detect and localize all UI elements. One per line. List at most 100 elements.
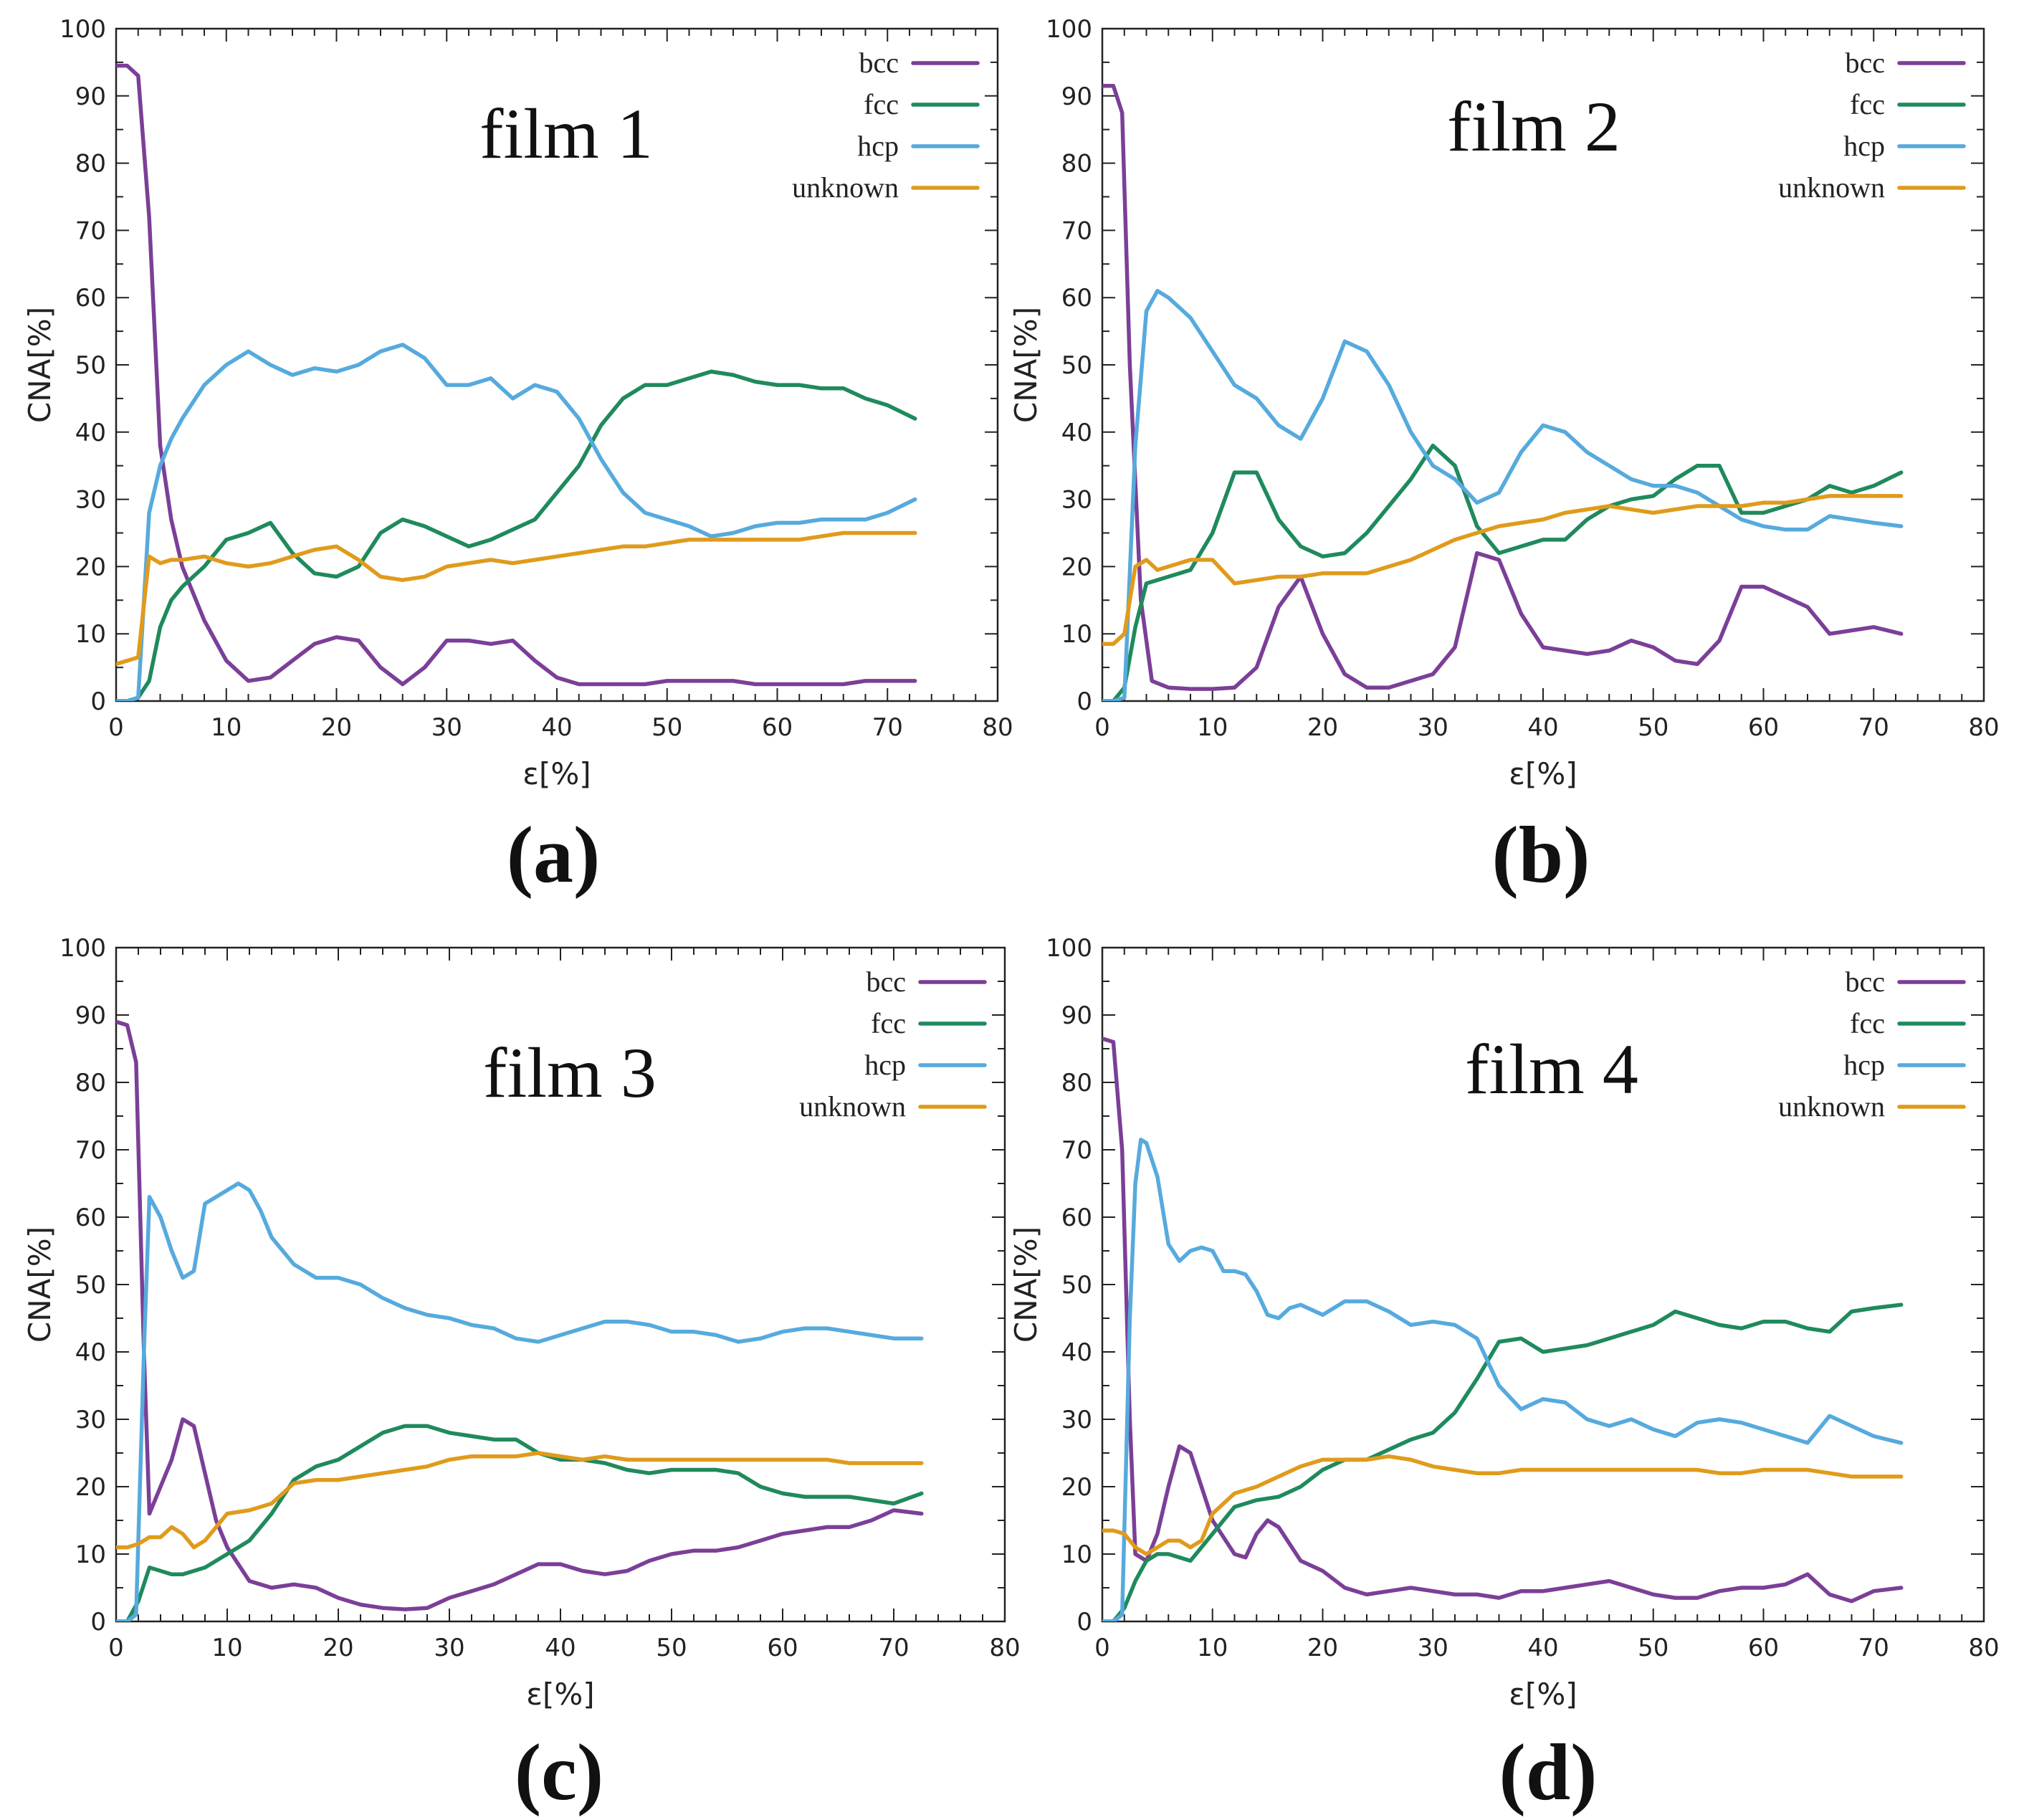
x-tick-label: 70 [1858,1634,1889,1662]
y-tick-label: 60 [75,1204,106,1232]
y-axis-title: CNA[%] [22,1226,57,1343]
legend-label-hcp: hcp [1843,130,1885,162]
y-tick-label: 0 [1076,687,1092,716]
series-line-fcc [116,1424,924,1621]
chart-panel-4: 0 10 20 30 40 50 60 70 80 0 10 20 30 40 50 60 70 80 90 100 ε… [1008,934,2000,1817]
x-tick-label: 50 [1638,713,1668,742]
series-line-hcp [116,343,917,701]
y-tick-label: 60 [75,284,106,313]
x-tick-label: 10 [211,1634,242,1662]
x-tick-label: 0 [108,713,124,742]
series-line-bcc [1102,1037,1904,1604]
series-line-unknown [1102,1454,1904,1556]
y-axis-title: CNA[%] [22,307,57,423]
series-line-bcc [1102,83,1904,691]
legend-label-hcp: hcp [1843,1049,1885,1081]
y-tick-label: 50 [1061,1271,1092,1300]
series-line-hcp [116,1181,924,1621]
x-tick-label: 60 [1748,1634,1779,1662]
series-line-fcc [1102,443,1904,701]
x-tick-label: 0 [108,1634,124,1662]
y-tick-label: 90 [75,82,106,111]
y-tick-label: 60 [1061,284,1092,313]
y-tick-label: 70 [1061,216,1092,245]
x-tick-label: 60 [767,1634,798,1662]
x-tick-label: 80 [989,1634,1020,1662]
y-tick-label: 100 [1046,934,1092,963]
legend-label-fcc: fcc [864,88,899,120]
x-tick-label: 10 [1197,1634,1228,1662]
x-tick-label: 80 [1968,1634,1999,1662]
x-tick-label: 80 [1968,713,1999,742]
chart-panel-1: 0 10 20 30 40 50 60 70 80 0 10 20 30 40 50 60 70 80 90 100 ε… [22,15,1013,900]
y-tick-label: 10 [75,620,106,649]
x-tick-label: 60 [1748,713,1779,742]
y-tick-label: 70 [75,216,106,245]
y-tick-label: 40 [1061,1338,1092,1367]
chart-panel-3: 0 10 20 30 40 50 60 70 80 0 10 20 30 40 50 60 70 80 90 100 ε… [22,934,1021,1817]
y-tick-label: 80 [75,150,106,178]
y-tick-label: 10 [75,1540,106,1569]
x-tick-label: 20 [1307,713,1338,742]
y-tick-label: 100 [1046,15,1092,44]
x-tick-label: 0 [1094,1634,1110,1662]
y-tick-label: 30 [1061,1406,1092,1434]
y-tick-label: 10 [1061,1540,1092,1569]
series-line-bcc [116,1019,924,1611]
legend-label-unknown: unknown [1778,1090,1885,1123]
panel-label: (d) [1499,1728,1598,1817]
series-line-fcc [116,369,917,701]
x-tick-label: 40 [545,1634,576,1662]
x-tick-label: 20 [321,713,352,742]
y-tick-label: 60 [1061,1204,1092,1232]
x-tick-label: 20 [323,1634,353,1662]
x-tick-label: 80 [982,713,1013,742]
x-tick-label: 70 [878,1634,909,1662]
y-tick-label: 0 [90,1608,106,1636]
legend-label-unknown: unknown [799,1090,906,1123]
x-tick-label: 10 [211,713,242,742]
x-tick-label: 70 [1858,713,1889,742]
x-axis-title: ε[%] [526,1677,594,1712]
y-tick-label: 90 [75,1001,106,1030]
series-line-unknown [116,1451,924,1550]
legend-label-bcc: bcc [1845,47,1885,79]
y-tick-label: 20 [75,553,106,581]
series-line-hcp [1102,1138,1904,1621]
legend-label-fcc: fcc [1850,1007,1885,1039]
y-tick-label: 0 [90,687,106,716]
legend-label-unknown: unknown [1778,171,1885,204]
x-tick-label: 50 [656,1634,687,1662]
x-tick-label: 40 [1527,713,1558,742]
y-tick-label: 20 [75,1473,106,1502]
x-tick-label: 30 [431,713,462,742]
y-tick-label: 80 [1061,150,1092,178]
chart-panel-2: 0 10 20 30 40 50 60 70 80 0 10 20 30 40 50 60 70 80 90 100 ε… [1008,15,2000,900]
x-axis-title: ε[%] [1509,1677,1577,1712]
series-line-fcc [1102,1302,1904,1621]
y-tick-label: 100 [59,934,106,963]
x-axis-title: ε[%] [522,756,591,791]
y-tick-label: 70 [1061,1136,1092,1165]
chart-title: film 1 [479,94,653,173]
x-tick-label: 50 [1638,1634,1668,1662]
y-tick-label: 80 [1061,1069,1092,1097]
y-tick-label: 70 [75,1136,106,1165]
legend-label-bcc: bcc [866,966,906,998]
y-tick-label: 90 [1061,1001,1092,1030]
series-line-unknown [1102,494,1904,647]
y-tick-label: 40 [75,419,106,447]
y-tick-label: 30 [75,486,106,515]
panel-label: (c) [515,1728,603,1817]
x-axis-title: ε[%] [1509,756,1577,791]
x-tick-label: 40 [1527,1634,1558,1662]
chart-title: film 3 [483,1033,657,1113]
x-tick-label: 30 [434,1634,464,1662]
x-tick-label: 40 [541,713,572,742]
y-tick-label: 40 [1061,419,1092,447]
panel-label: (a) [507,811,601,900]
y-tick-label: 30 [75,1406,106,1434]
y-tick-label: 50 [75,351,106,380]
x-tick-label: 50 [651,713,682,742]
